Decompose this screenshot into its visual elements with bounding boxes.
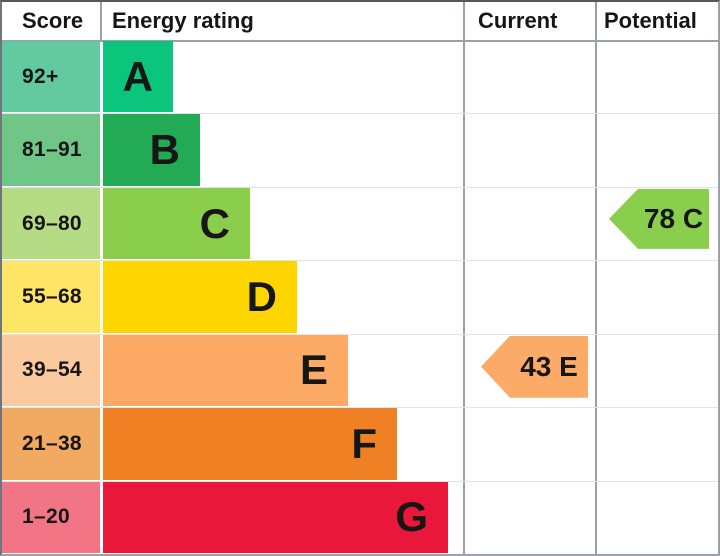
band-row-a: 92+ A: [2, 40, 718, 113]
score-range-f: 21–38: [2, 408, 100, 480]
row-separator: [2, 186, 718, 188]
band-bar-a: A: [103, 41, 173, 113]
band-bar-e: E: [103, 334, 348, 407]
band-bar-c: C: [103, 187, 250, 260]
band-row-g: 1–20 G: [2, 480, 718, 554]
score-range-e: 39–54: [2, 334, 100, 407]
score-column-divider: [100, 2, 102, 40]
row-separator: [2, 113, 718, 115]
current-column-header: Current: [478, 8, 558, 33]
score-range-label: 69–80: [22, 211, 82, 235]
score-column-header: Score: [22, 8, 84, 33]
row-separator: [2, 260, 718, 262]
band-row-b: 81–91 B: [2, 113, 718, 186]
band-bar-g: G: [103, 481, 448, 553]
band-letter-b: B: [149, 126, 180, 174]
band-row-c: 69–80 C: [2, 186, 718, 260]
band-letter-f: F: [351, 419, 377, 467]
band-row-d: 55–68 D: [2, 260, 718, 333]
current-column-divider: [463, 2, 465, 554]
header-divider-line: [2, 40, 718, 42]
band-letter-c: C: [199, 199, 230, 247]
band-bar-d: D: [103, 261, 297, 333]
potential-rating-value: 78 C: [643, 202, 704, 234]
score-range-label: 55–68: [22, 284, 82, 308]
band-letter-d: D: [246, 272, 277, 320]
score-range-label: 39–54: [22, 358, 82, 382]
band-letter-a: A: [122, 52, 153, 100]
potential-column-header: Potential: [604, 8, 697, 33]
band-letter-e: E: [299, 346, 328, 394]
row-separator: [2, 407, 718, 409]
score-range-label: 81–91: [22, 138, 82, 162]
score-range-c: 69–80: [2, 187, 100, 260]
band-row-f: 21–38 F: [2, 407, 718, 480]
score-range-g: 1–20: [2, 481, 100, 553]
score-range-label: 21–38: [22, 431, 82, 455]
band-bar-b: B: [103, 114, 200, 186]
band-row-e: 39–54 E: [2, 333, 718, 407]
energy-rating-column-header: Energy rating: [112, 8, 254, 33]
row-separator: [2, 333, 718, 335]
current-rating-value: 43 E: [520, 350, 578, 382]
score-range-label: 1–20: [22, 505, 70, 529]
score-range-d: 55–68: [2, 261, 100, 333]
row-separator: [2, 480, 718, 482]
score-range-label: 92+: [22, 64, 59, 88]
band-bar-f: F: [103, 408, 397, 480]
score-range-a: 92+: [2, 41, 100, 113]
score-range-b: 81–91: [2, 114, 100, 186]
band-letter-g: G: [395, 493, 428, 541]
potential-column-divider: [595, 2, 597, 554]
